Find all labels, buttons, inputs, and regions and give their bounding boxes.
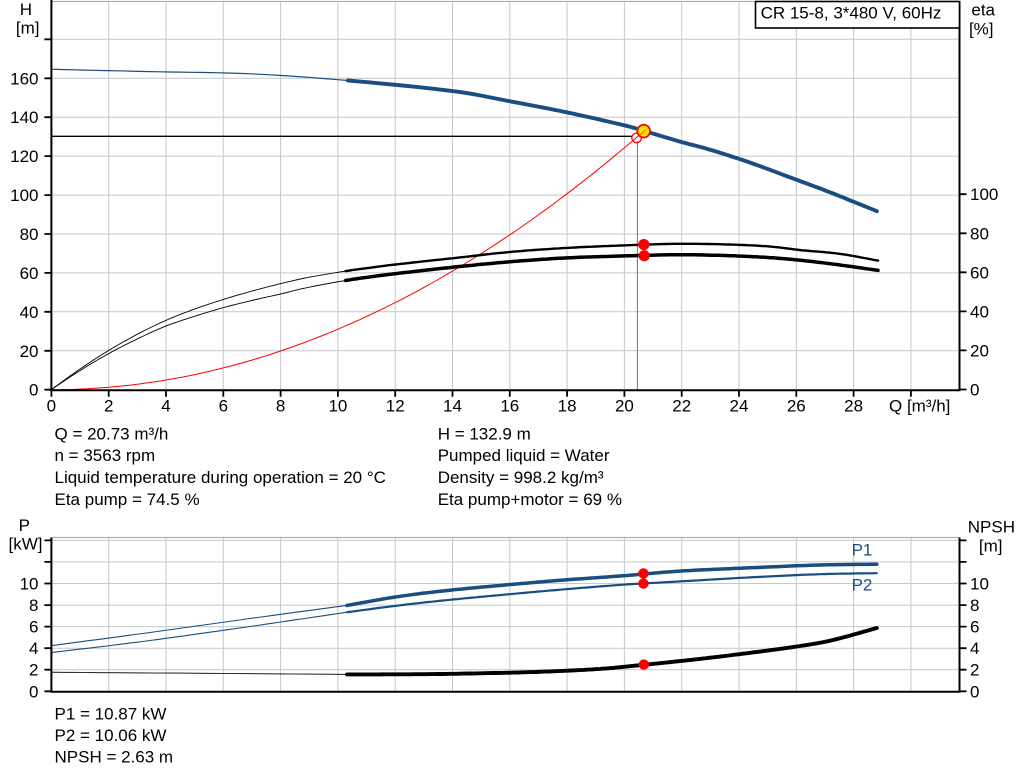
svg-text:40: 40 xyxy=(20,303,39,322)
svg-text:10: 10 xyxy=(970,575,989,594)
svg-text:NPSH: NPSH xyxy=(968,518,1015,537)
svg-text:P2 = 10.06 kW: P2 = 10.06 kW xyxy=(55,726,167,745)
svg-text:60: 60 xyxy=(970,263,989,282)
svg-text:80: 80 xyxy=(970,224,989,243)
svg-text:[m]: [m] xyxy=(979,537,1003,556)
svg-text:6: 6 xyxy=(219,397,228,416)
svg-text:100: 100 xyxy=(970,185,998,204)
svg-text:100: 100 xyxy=(10,186,38,205)
svg-text:16: 16 xyxy=(500,397,519,416)
svg-text:P1 = 10.87 kW: P1 = 10.87 kW xyxy=(55,705,167,724)
svg-text:140: 140 xyxy=(10,108,38,127)
svg-text:28: 28 xyxy=(844,397,863,416)
svg-text:12: 12 xyxy=(386,397,405,416)
svg-text:80: 80 xyxy=(20,225,39,244)
svg-text:2: 2 xyxy=(104,397,113,416)
svg-text:Liquid temperature during oper: Liquid temperature during operation = 20… xyxy=(55,468,386,487)
svg-text:2: 2 xyxy=(970,661,979,680)
svg-text:4: 4 xyxy=(970,639,979,658)
svg-text:0: 0 xyxy=(29,682,38,701)
svg-text:20: 20 xyxy=(615,397,634,416)
svg-text:160: 160 xyxy=(10,69,38,88)
svg-text:P1: P1 xyxy=(852,541,873,560)
svg-text:[%]: [%] xyxy=(969,20,994,39)
svg-text:18: 18 xyxy=(558,397,577,416)
svg-text:4: 4 xyxy=(161,397,170,416)
svg-text:10: 10 xyxy=(328,397,347,416)
svg-text:Q [m³/h]: Q [m³/h] xyxy=(889,397,950,416)
svg-text:NPSH = 2.63 m: NPSH = 2.63 m xyxy=(55,748,174,767)
svg-text:n = 3563 rpm: n = 3563 rpm xyxy=(55,446,156,465)
svg-text:0: 0 xyxy=(29,381,38,400)
svg-text:Density = 998.2 kg/m³: Density = 998.2 kg/m³ xyxy=(438,468,604,487)
svg-text:P2: P2 xyxy=(852,576,873,595)
svg-text:20: 20 xyxy=(970,341,989,360)
svg-text:22: 22 xyxy=(672,397,691,416)
svg-text:8: 8 xyxy=(970,596,979,615)
svg-text:[m]: [m] xyxy=(16,19,40,38)
svg-text:CR 15-8, 3*480 V, 60Hz: CR 15-8, 3*480 V, 60Hz xyxy=(761,4,942,23)
svg-text:10: 10 xyxy=(20,575,39,594)
svg-text:Eta pump+motor = 69 %: Eta pump+motor = 69 % xyxy=(438,490,622,509)
svg-text:40: 40 xyxy=(970,302,989,321)
svg-text:H: H xyxy=(20,0,32,19)
svg-text:8: 8 xyxy=(29,596,38,615)
svg-text:Pumped liquid = Water: Pumped liquid = Water xyxy=(438,446,610,465)
svg-text:0: 0 xyxy=(970,682,979,701)
svg-text:[kW]: [kW] xyxy=(9,535,43,554)
svg-text:6: 6 xyxy=(970,618,979,637)
svg-text:26: 26 xyxy=(787,397,806,416)
svg-text:eta: eta xyxy=(971,1,995,20)
svg-text:Eta pump = 74.5 %: Eta pump = 74.5 % xyxy=(55,490,200,509)
svg-text:24: 24 xyxy=(730,397,749,416)
svg-text:8: 8 xyxy=(276,397,285,416)
svg-text:H = 132.9 m: H = 132.9 m xyxy=(438,424,531,443)
svg-text:4: 4 xyxy=(29,639,38,658)
svg-text:0: 0 xyxy=(970,381,979,400)
svg-text:P: P xyxy=(19,516,30,535)
svg-text:14: 14 xyxy=(443,397,462,416)
svg-text:Q = 20.73 m³/h: Q = 20.73 m³/h xyxy=(55,424,169,443)
svg-text:60: 60 xyxy=(20,264,39,283)
svg-text:6: 6 xyxy=(29,618,38,637)
svg-text:0: 0 xyxy=(47,397,56,416)
svg-text:120: 120 xyxy=(10,147,38,166)
svg-text:20: 20 xyxy=(20,342,39,361)
svg-text:2: 2 xyxy=(29,661,38,680)
